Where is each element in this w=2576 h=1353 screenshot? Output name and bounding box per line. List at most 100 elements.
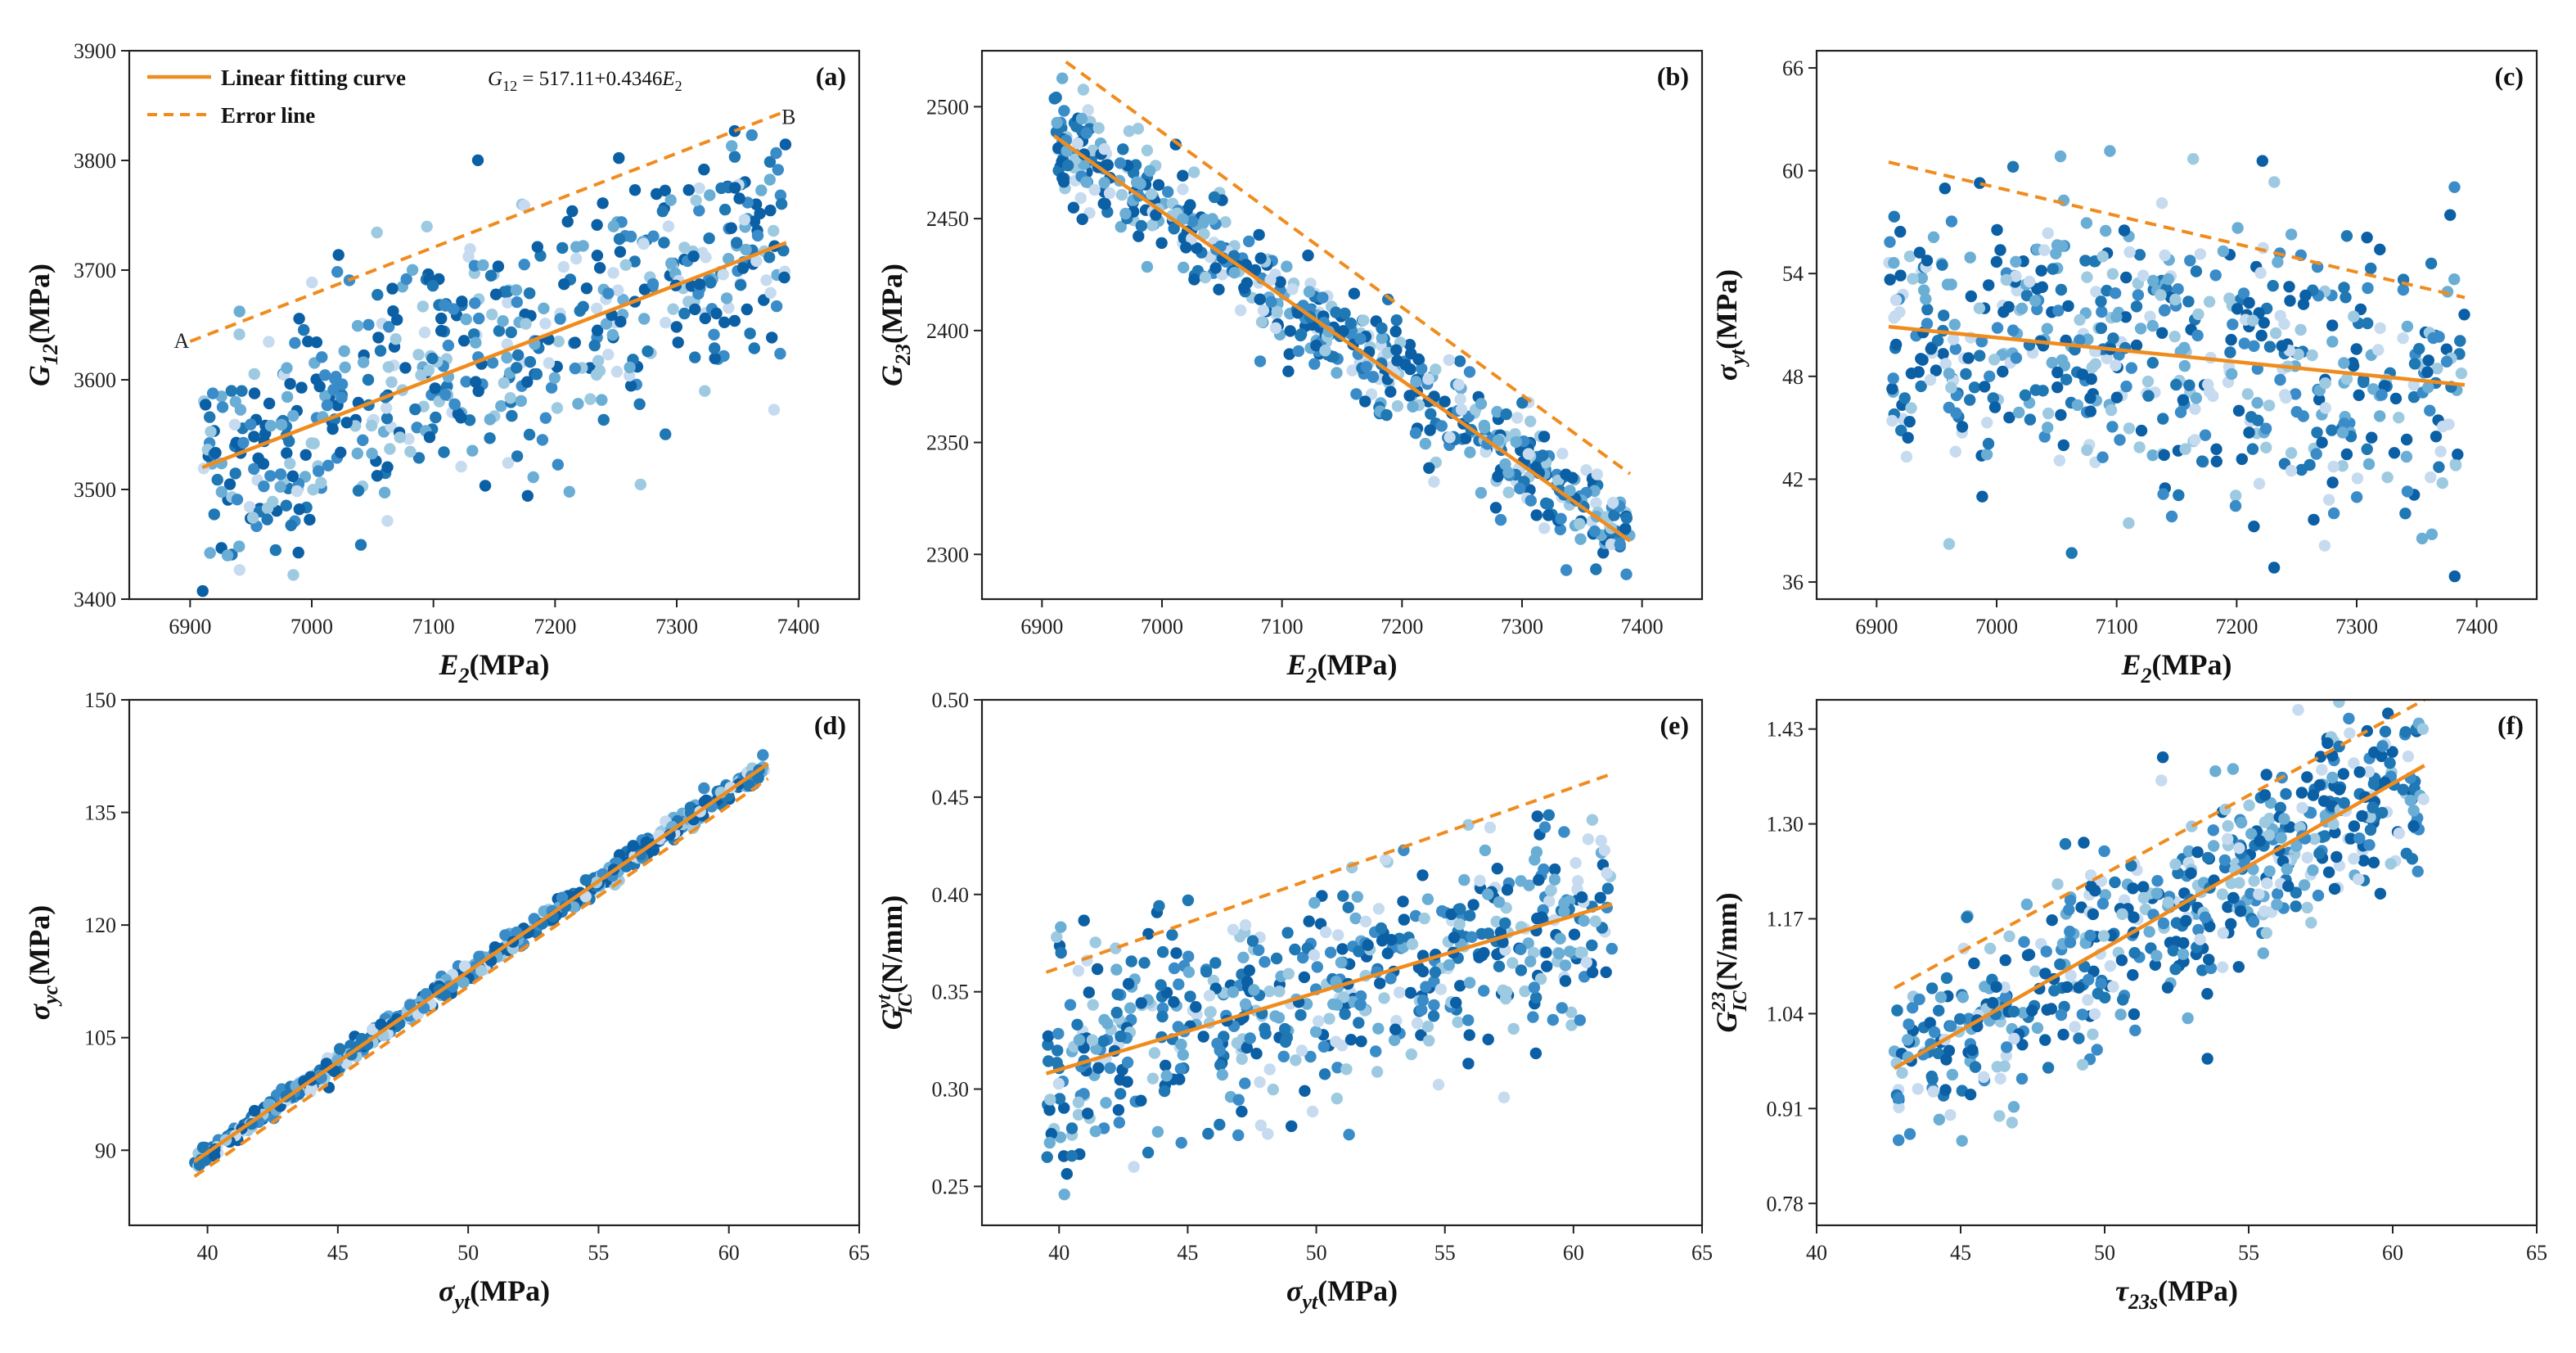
fit-line [1045,902,1613,1076]
data-point [362,373,375,386]
data-point [2362,765,2375,778]
data-point [2069,1021,2081,1033]
data-point [2187,153,2200,165]
data-point [1281,260,1293,273]
data-point [1317,291,1329,304]
data-point [2076,1008,2088,1021]
data-point [1204,1006,1216,1018]
data-point [536,434,549,446]
data-point [439,300,452,312]
data-point [221,549,234,561]
data-point [493,325,506,337]
data-point [1058,1188,1070,1201]
y-tick-label: 0.25 [932,1175,970,1198]
data-point [1255,316,1268,328]
data-point [351,447,363,460]
data-point [2019,389,2032,401]
data-point [682,184,695,196]
data-point [1500,408,1512,421]
data-point [375,1018,387,1031]
data-point [1113,1116,1126,1129]
data-point [1153,900,1165,913]
data-point [2041,1003,2053,1016]
data-point [1937,348,1949,360]
data-point [351,319,364,332]
data-point [1128,1161,1140,1173]
data-point [2304,806,2317,819]
data-point [1080,176,1092,188]
data-point [642,345,654,358]
data-point [2031,282,2043,295]
data-point [2232,961,2245,973]
data-point [2071,399,2084,412]
data-point [2393,412,2405,424]
data-point [412,349,425,361]
data-point [1964,1089,1977,1101]
data-point [457,335,471,347]
data-point [1302,249,1314,262]
error-line [1045,772,1613,974]
data-point [2260,441,2272,453]
data-point [2169,963,2182,976]
y-tick-label: 3900 [74,39,116,63]
data-point [1177,183,1189,196]
data-point [1150,209,1162,221]
data-point [596,394,608,406]
data-point [460,313,472,326]
data-point [2100,224,2112,237]
data-point [2199,429,2212,441]
data-point [778,271,790,284]
data-point [538,302,550,314]
data-point [2327,507,2340,520]
data-point [2344,727,2356,739]
data-point [2209,269,2222,282]
data-point [233,305,245,318]
data-point [1600,966,1612,979]
data-point [2301,901,2313,914]
data-point [2141,375,2155,388]
data-point [1148,1047,1161,1059]
data-point [1620,512,1633,525]
data-point [1257,304,1270,317]
data-point [2404,794,2416,807]
data-point [1987,392,1999,404]
data-point [628,184,642,196]
data-point [2087,908,2099,921]
data-point [328,1065,341,1078]
data-point [2151,875,2164,887]
y-tick-label: 36 [1782,571,1804,594]
data-point [1388,1034,1401,1047]
data-point [1187,215,1199,228]
data-point [667,303,679,315]
data-point [196,1141,209,1154]
data-point [2274,801,2286,814]
data-point [2401,320,2414,333]
x-axis-title: E2(MPa) [439,648,550,688]
data-point [1608,509,1620,521]
data-point [600,318,613,330]
data-point [2010,270,2022,282]
data-point [1595,834,1607,847]
data-point [2280,787,2292,801]
data-point [1925,982,1939,994]
data-point [1353,1017,1365,1029]
data-point [1940,972,1953,985]
data-point [1114,157,1127,169]
data-point [233,564,245,576]
data-point [2364,823,2377,837]
data-point [417,300,429,313]
data-point [200,399,212,411]
data-point [2203,295,2216,308]
data-point [1491,405,1503,418]
data-point [1915,353,1927,365]
data-point [1558,905,1570,918]
data-point [1216,1068,1229,1081]
data-point [248,1104,261,1117]
data-point [287,569,299,581]
data-point [2253,477,2266,490]
data-point [2326,771,2339,784]
data-point [1489,502,1502,514]
data-point [2313,393,2326,406]
data-point [284,377,296,390]
panel-tag: (a) [816,61,846,91]
